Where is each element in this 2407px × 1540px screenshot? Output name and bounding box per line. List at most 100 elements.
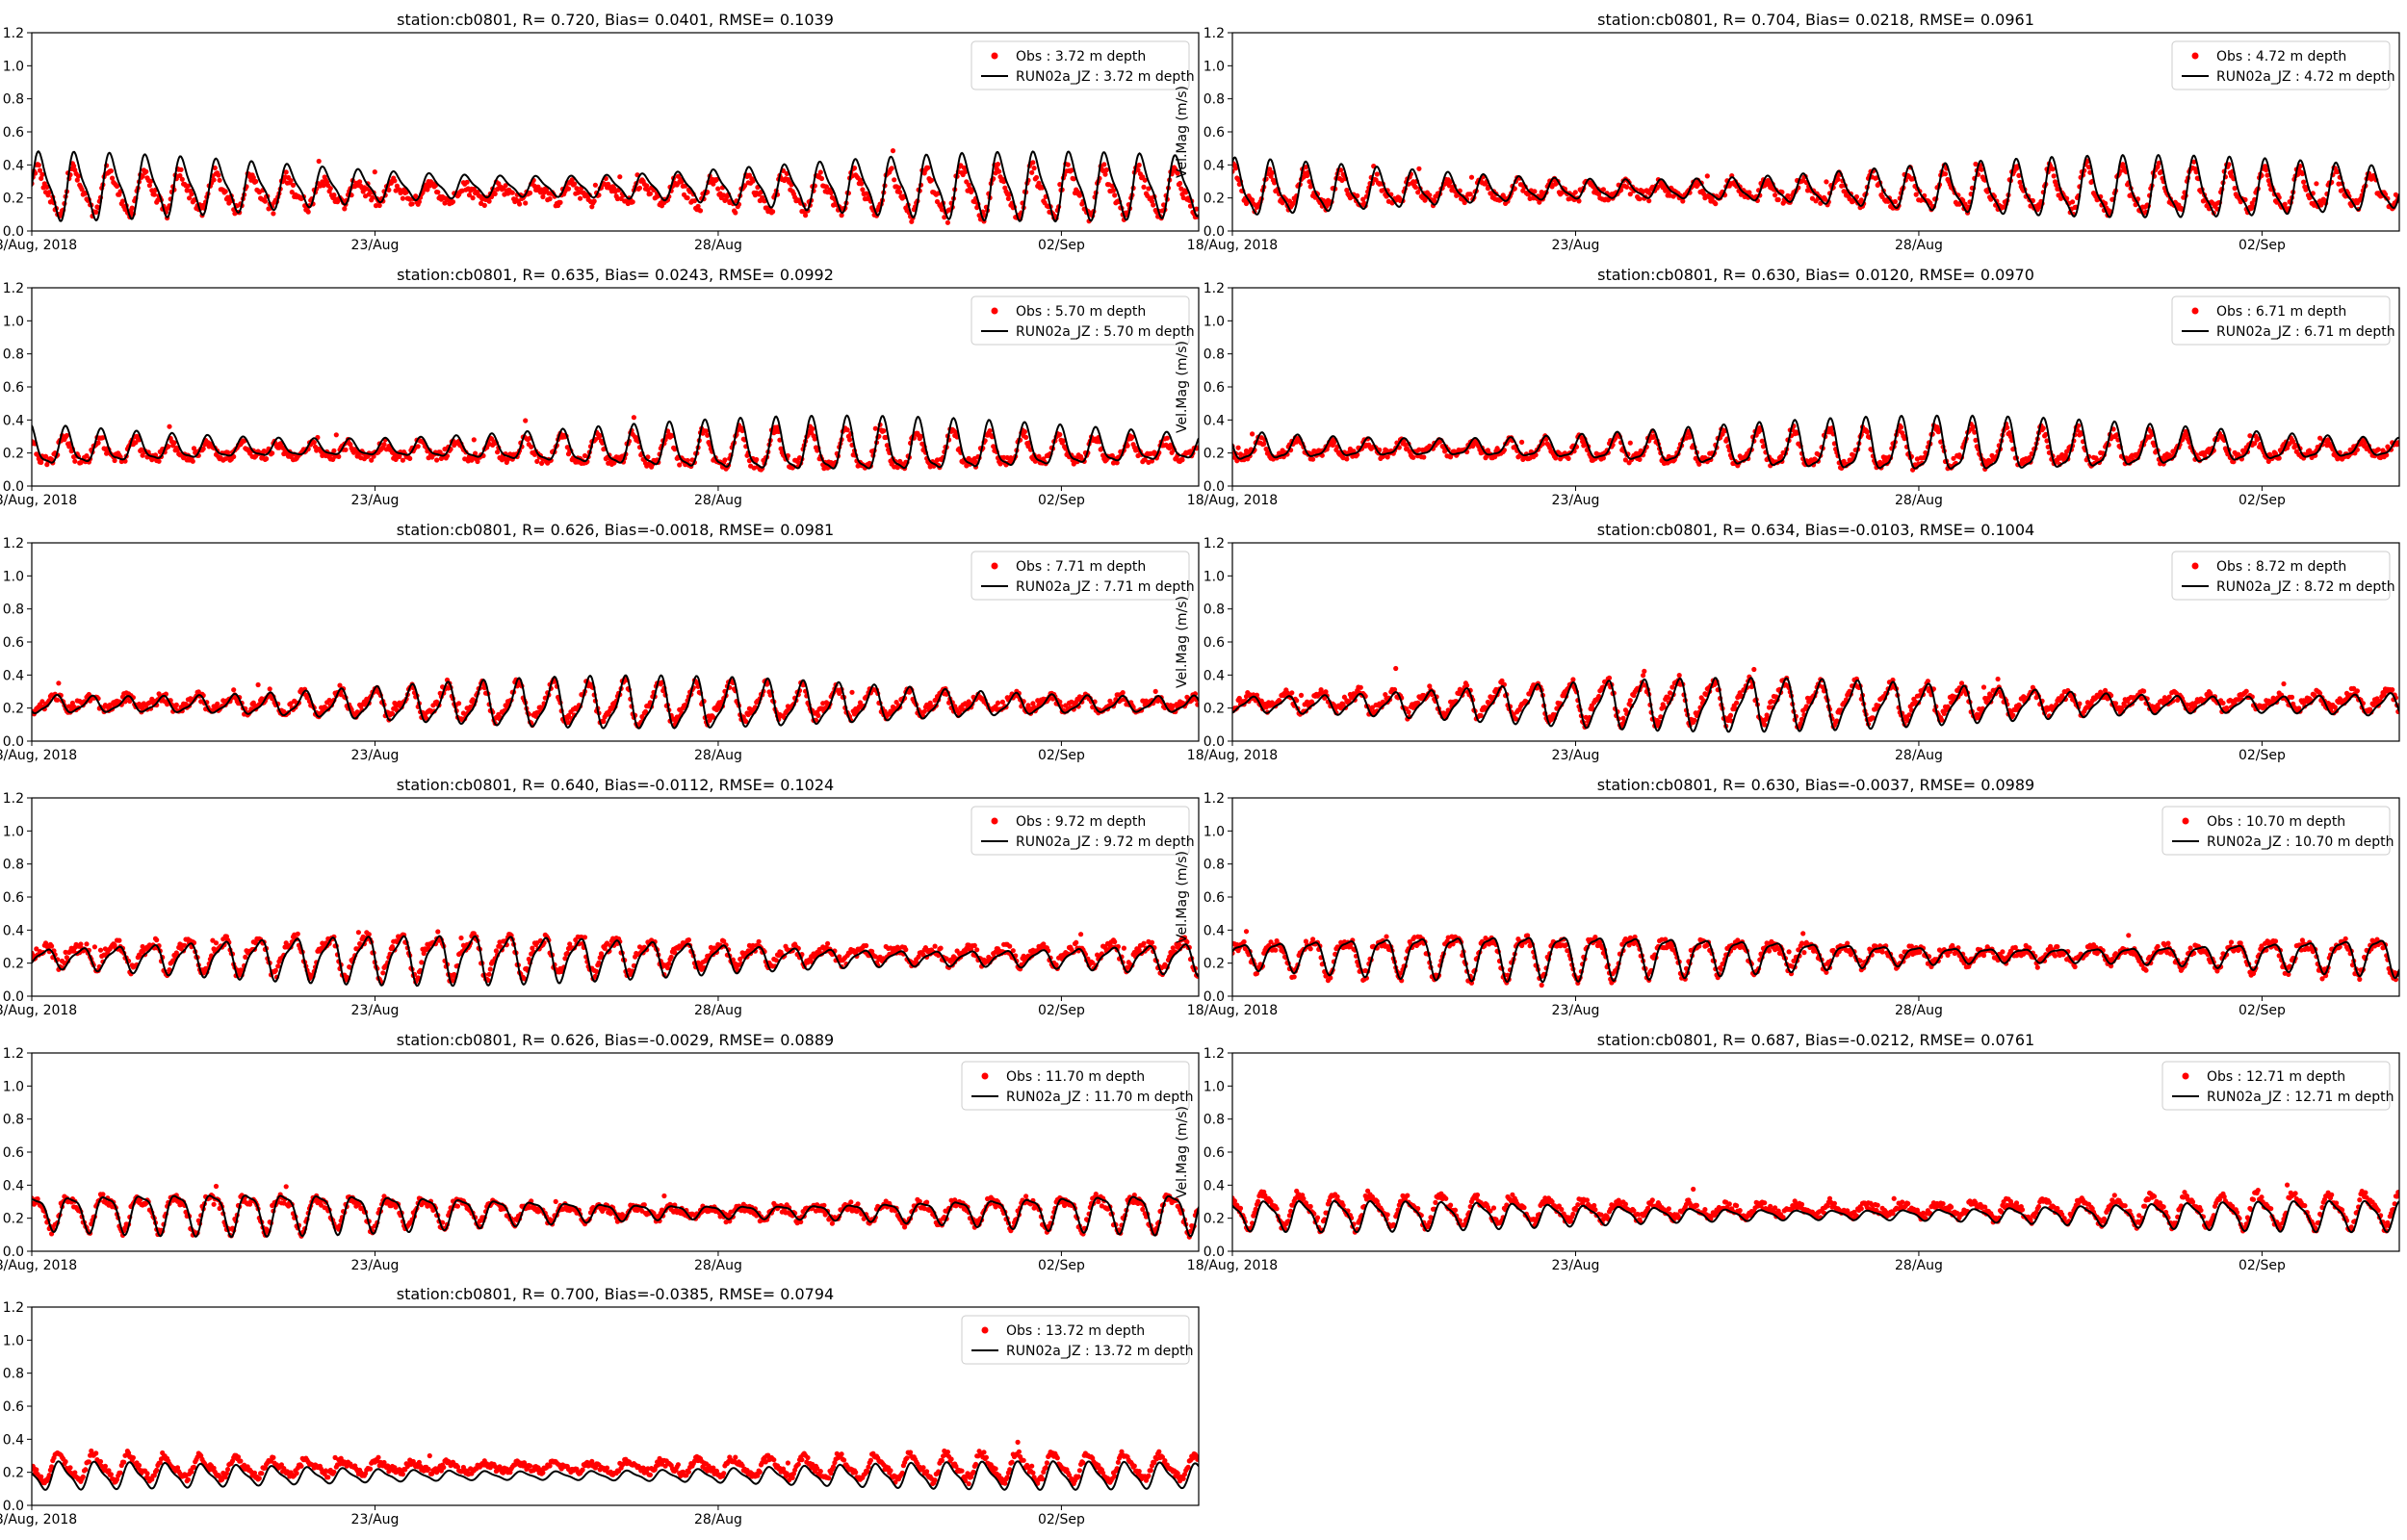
- subplot-title: station:cb0801, R= 0.700, Bias=-0.0385, …: [397, 1285, 834, 1303]
- x-tick-label: 28/Aug: [694, 748, 742, 763]
- y-tick-label: 1.2: [1204, 1046, 1225, 1062]
- legend-model-label: RUN02a_JZ : 10.70 m depth: [2207, 834, 2394, 850]
- y-tick-label: 0.2: [3, 702, 24, 717]
- x-tick-label: 23/Aug: [1552, 1258, 1600, 1273]
- y-tick-label: 0.4: [3, 158, 24, 173]
- y-tick-label: 0.4: [3, 923, 24, 938]
- y-tick-label: 0.6: [3, 380, 24, 396]
- y-tick-label: 1.0: [1204, 824, 1225, 839]
- x-tick-label: 23/Aug: [1552, 1003, 1600, 1018]
- y-tick-label: 0.4: [1204, 158, 1225, 173]
- x-tick-label: 23/Aug: [1552, 493, 1600, 508]
- legend: Obs : 6.71 m depth RUN02a_JZ : 6.71 m dep…: [2172, 296, 2395, 345]
- subplot-2: 0.00.20.40.60.81.01.218/Aug, 2018 23/Aug 2…: [1175, 11, 2400, 253]
- legend-obs-label: Obs : 12.71 m depth: [2207, 1069, 2345, 1085]
- subplot-9: 0.00.20.40.60.81.01.218/Aug, 201823/Aug2…: [0, 1031, 1200, 1273]
- y-tick-label: 0.8: [3, 1113, 24, 1128]
- x-tick-label: 18/Aug, 2018: [1187, 1258, 1278, 1273]
- x-tick-label: 02/Sep: [1038, 748, 1085, 763]
- subplot-title: station:cb0801, R= 0.704, Bias= 0.0218, …: [1597, 11, 2034, 29]
- x-tick-label: 23/Aug: [351, 748, 400, 763]
- x-tick-label: 02/Sep: [1038, 493, 1085, 508]
- legend-obs-label: Obs : 5.70 m depth: [1016, 304, 1146, 320]
- y-tick-label: 1.0: [3, 569, 24, 584]
- y-tick-label: 0.4: [3, 1432, 24, 1448]
- y-tick-label: 0.8: [1204, 858, 1225, 873]
- y-tick-label: 0.2: [1204, 1212, 1225, 1227]
- x-tick-label: 23/Aug: [351, 1512, 400, 1527]
- legend-model-label: RUN02a_JZ : 6.71 m depth: [2216, 324, 2395, 340]
- legend-obs-marker: [982, 1327, 989, 1334]
- x-tick-label: 18/Aug, 2018: [1187, 1003, 1278, 1018]
- y-tick-label: 1.0: [1204, 1079, 1225, 1094]
- y-axis-label: Vel.Mag (m/s): [1175, 1106, 1190, 1198]
- y-tick-label: 1.2: [1204, 536, 1225, 552]
- legend-obs-marker: [982, 1073, 989, 1080]
- y-tick-label: 0.8: [1204, 1113, 1225, 1128]
- subplot-title: station:cb0801, R= 0.635, Bias= 0.0243, …: [397, 266, 834, 284]
- x-tick-label: 28/Aug: [1895, 493, 1943, 508]
- y-tick-label: 0.2: [3, 1466, 24, 1481]
- legend-obs-marker: [992, 308, 998, 315]
- y-tick-label: 0.6: [3, 1399, 24, 1415]
- y-tick-label: 1.0: [1204, 59, 1225, 74]
- y-tick-label: 0.2: [3, 957, 24, 972]
- legend-obs-marker: [2183, 818, 2189, 825]
- legend-obs-marker: [2192, 308, 2199, 315]
- y-tick-label: 1.0: [3, 314, 24, 329]
- subplot-title: station:cb0801, R= 0.626, Bias=-0.0018, …: [397, 521, 834, 539]
- x-tick-label: 23/Aug: [351, 1003, 400, 1018]
- x-tick-label: 02/Sep: [2239, 1003, 2286, 1018]
- y-tick-label: 0.8: [1204, 603, 1225, 618]
- subplot-title: station:cb0801, R= 0.640, Bias=-0.0112, …: [397, 776, 834, 794]
- y-tick-label: 1.0: [3, 59, 24, 74]
- legend-obs-label: Obs : 10.70 m depth: [2207, 814, 2345, 830]
- y-tick-label: 1.2: [1204, 26, 1225, 41]
- legend-obs-marker: [2192, 53, 2199, 60]
- y-tick-label: 0.6: [1204, 1145, 1225, 1161]
- legend-obs-label: Obs : 13.72 m depth: [1006, 1323, 1145, 1339]
- x-tick-label: 18/Aug, 2018: [0, 1003, 77, 1018]
- y-axis-label: Vel.Mag (m/s): [1175, 341, 1190, 433]
- legend-obs-label: Obs : 11.70 m depth: [1006, 1069, 1145, 1085]
- y-tick-label: 1.2: [1204, 791, 1225, 807]
- legend-model-label: RUN02a_JZ : 9.72 m depth: [1016, 834, 1195, 850]
- legend-model-label: RUN02a_JZ : 13.72 m depth: [1006, 1344, 1194, 1359]
- legend-model-label: RUN02a_JZ : 5.70 m depth: [1016, 324, 1195, 340]
- subplot-title: station:cb0801, R= 0.687, Bias=-0.0212, …: [1597, 1031, 2034, 1049]
- x-tick-label: 02/Sep: [1038, 1003, 1085, 1018]
- legend-obs-marker: [992, 53, 998, 60]
- x-tick-label: 23/Aug: [351, 1258, 400, 1273]
- x-tick-label: 23/Aug: [1552, 748, 1600, 763]
- legend-obs-label: Obs : 3.72 m depth: [1016, 49, 1146, 64]
- legend-model-label: RUN02a_JZ : 7.71 m depth: [1016, 579, 1195, 595]
- y-tick-label: 0.2: [1204, 702, 1225, 717]
- subplot-10: 0.00.20.40.60.81.01.218/Aug, 2018 23/Aug 2…: [1175, 1031, 2400, 1273]
- x-tick-label: 02/Sep: [2239, 748, 2286, 763]
- y-tick-label: 0.8: [3, 92, 24, 108]
- y-tick-label: 0.4: [1204, 668, 1225, 683]
- y-tick-label: 0.4: [1204, 923, 1225, 938]
- y-tick-label: 0.6: [3, 125, 24, 141]
- legend-model-label: RUN02a_JZ : 4.72 m depth: [2216, 69, 2395, 85]
- y-tick-label: 0.8: [3, 1367, 24, 1382]
- x-tick-label: 28/Aug: [694, 238, 742, 253]
- subplot-6: 0.00.20.40.60.81.01.218/Aug, 2018 23/Aug 2…: [1175, 521, 2400, 763]
- x-tick-label: 23/Aug: [1552, 238, 1600, 253]
- y-tick-label: 0.6: [1204, 125, 1225, 141]
- legend-obs-label: Obs : 6.71 m depth: [2216, 304, 2346, 320]
- x-tick-label: 18/Aug, 2018: [0, 493, 77, 508]
- y-tick-label: 0.6: [3, 890, 24, 906]
- legend-obs-marker: [2192, 563, 2199, 570]
- legend: Obs : 5.70 m depth RUN02a_JZ : 5.70 m dep…: [971, 296, 1195, 345]
- x-tick-label: 28/Aug: [694, 1003, 742, 1018]
- y-tick-label: 1.0: [3, 1079, 24, 1094]
- x-tick-label: 28/Aug: [694, 1512, 742, 1527]
- y-tick-label: 0.8: [3, 603, 24, 618]
- x-tick-label: 18/Aug, 2018: [1187, 493, 1278, 508]
- y-tick-label: 0.6: [1204, 635, 1225, 651]
- x-tick-label: 18/Aug, 2018: [0, 1258, 77, 1273]
